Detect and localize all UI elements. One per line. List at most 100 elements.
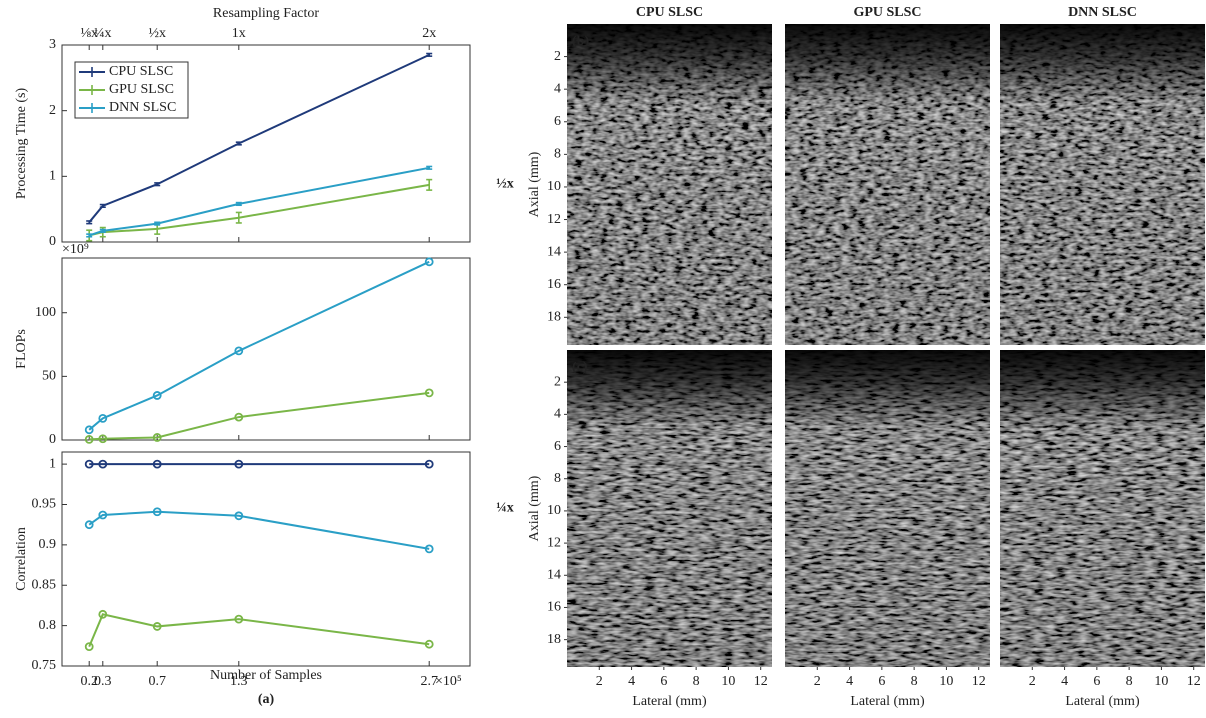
x-tick-label: 0.7 — [148, 674, 166, 689]
image-shade — [1000, 24, 1205, 345]
top-tick-label: ⅛x — [80, 26, 98, 41]
plot-frame — [61, 44, 471, 243]
x-tick-label: 10 — [1154, 674, 1168, 689]
x-tick-label: 4 — [1061, 674, 1068, 689]
column-title: CPU SLSC — [636, 5, 703, 20]
x-multiplier: ×10⁵ — [435, 674, 462, 689]
y-tick-label: 0.9 — [39, 537, 57, 552]
y-tick-label: 0 — [49, 432, 56, 447]
point — [152, 391, 162, 400]
y-tick-label: 6 — [554, 439, 561, 454]
x-axis-label: Lateral (mm) — [850, 694, 925, 709]
error-bar — [426, 165, 433, 170]
legend-label: GPU SLSC — [109, 82, 174, 97]
series-line — [88, 183, 430, 237]
y-axis-label: Processing Time (s) — [14, 88, 29, 200]
x-tick-label: 2 — [596, 674, 603, 689]
series-line — [88, 613, 430, 648]
point — [98, 459, 108, 469]
y-tick-label: 16 — [547, 600, 561, 615]
y-tick-label: 0 — [49, 234, 56, 249]
legend-label: DNN SLSC — [109, 100, 176, 115]
y-tick-label: 100 — [35, 305, 56, 320]
point — [234, 511, 244, 521]
y-tick-label: 10 — [547, 179, 561, 194]
x-tick-label: 2.7 — [420, 674, 438, 689]
legend-label: CPU SLSC — [109, 64, 173, 79]
x-tick-label: 12 — [972, 674, 986, 689]
column-title: GPU SLSC — [853, 5, 921, 20]
column-title: DNN SLSC — [1068, 5, 1137, 20]
y-tick-label: 2 — [554, 49, 561, 64]
error-bar — [235, 211, 242, 224]
y-tick-label: 8 — [554, 471, 561, 486]
point — [98, 510, 108, 520]
x-tick-label: 8 — [1126, 674, 1133, 689]
point — [424, 639, 434, 649]
x-axis-label: Number of Samples — [210, 668, 322, 683]
y-tick-label: 18 — [547, 310, 561, 325]
series-line — [88, 260, 430, 431]
image-shade — [1000, 350, 1205, 667]
plot-frame — [61, 451, 471, 667]
point — [84, 434, 94, 444]
point — [84, 459, 94, 469]
image-shade — [567, 350, 772, 667]
y-tick-label: 2 — [49, 103, 56, 118]
row-label: ¼x — [496, 501, 514, 516]
plot-frame — [61, 257, 471, 441]
y-tick-label: 18 — [547, 632, 561, 647]
panel-label: (c) — [572, 360, 588, 375]
image-shade — [785, 24, 990, 345]
x-tick-label: 6 — [660, 674, 667, 689]
x-tick-label: 6 — [878, 674, 885, 689]
point — [234, 412, 244, 422]
x-tick-label: 4 — [628, 674, 635, 689]
x-axis-label: Lateral (mm) — [1065, 694, 1140, 709]
y-tick-label: 10 — [547, 503, 561, 518]
panel-label: (a) — [258, 692, 275, 707]
point — [152, 433, 162, 442]
panel-label: (b) — [572, 34, 589, 49]
top-tick-label: ¼x — [94, 26, 112, 41]
point — [98, 413, 108, 423]
x-tick-label: 10 — [721, 674, 735, 689]
y-tick-label: 6 — [554, 114, 561, 129]
point — [98, 609, 108, 619]
point — [152, 459, 162, 469]
error-bar — [154, 221, 161, 226]
point — [424, 459, 434, 469]
image-shade — [785, 350, 990, 667]
y-axis-label: FLOPs — [14, 329, 29, 369]
y-axis-label: Axial (mm) — [527, 151, 542, 217]
y-tick-label: 1 — [49, 456, 56, 471]
y-axis-label: Correlation — [14, 527, 29, 591]
error-bar — [235, 201, 242, 207]
y-tick-label: 1 — [49, 169, 56, 184]
y-tick-label: 16 — [547, 277, 561, 292]
point — [234, 346, 244, 356]
x-tick-label: 6 — [1093, 674, 1100, 689]
top-tick-label: 2x — [422, 26, 436, 41]
series-line — [88, 510, 430, 550]
y-axis-label: Axial (mm) — [527, 475, 542, 541]
series-line — [89, 391, 430, 441]
top-axis-label: Resampling Factor — [213, 6, 319, 21]
top-tick-label: 1x — [232, 26, 246, 41]
x-tick-label: 2 — [1029, 674, 1036, 689]
y-tick-label: 14 — [547, 244, 561, 259]
x-tick-label: 4 — [846, 674, 853, 689]
error-bar — [154, 182, 161, 187]
point — [152, 507, 162, 517]
x-tick-label: 10 — [939, 674, 953, 689]
y-tick-label: 2 — [554, 374, 561, 389]
point — [98, 434, 108, 444]
y-tick-label: 14 — [547, 567, 561, 582]
x-tick-label: 1.3 — [230, 674, 248, 689]
y-tick-label: 4 — [554, 407, 561, 422]
top-tick-label: ½x — [148, 26, 166, 41]
point — [424, 544, 434, 554]
x-tick-label: 2 — [814, 674, 821, 689]
x-tick-label: 0.3 — [94, 674, 112, 689]
